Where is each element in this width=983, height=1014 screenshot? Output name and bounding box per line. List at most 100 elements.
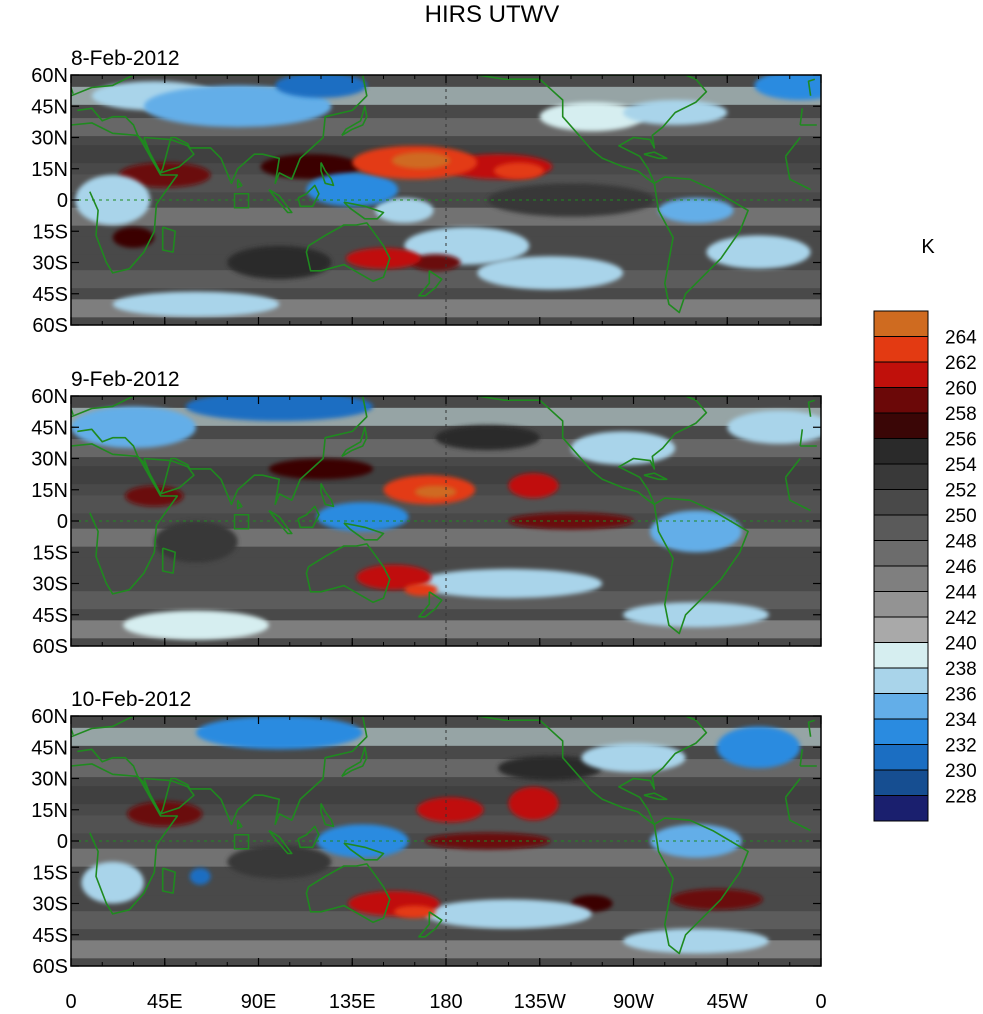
map-panel: 60N 45N 30N 15N 0 15S 30S 45S 60S 10-Feb-2012 [31, 688, 822, 978]
utwv-contour-blob [414, 568, 603, 599]
utwv-contour-blob [227, 845, 332, 879]
coastline-philippines [320, 483, 335, 508]
coastline-greenland [706, 396, 781, 397]
coastline-africa [784, 477, 811, 512]
utwv-contour-blob [477, 256, 624, 290]
coastline-sri-lanka [236, 819, 243, 830]
colorbar-tick-label: 254 [945, 455, 977, 476]
coastline-south-america [653, 497, 749, 635]
colorbar-tick-label: 236 [945, 685, 977, 706]
coastline-borneo [297, 825, 320, 849]
x-tick-label: 45E [147, 991, 183, 1013]
utwv-contour-blob [227, 245, 332, 280]
coastline-africa [784, 797, 811, 832]
coastline-eurasia [71, 396, 368, 506]
utwv-contour-blob [123, 610, 269, 640]
y-tick-label: 30S [32, 574, 68, 596]
panel-date-label: 10-Feb-2012 [71, 688, 191, 711]
y-tick-label: 0 [57, 511, 68, 533]
coastlines [71, 75, 817, 314]
utwv-contour-blob [571, 431, 676, 465]
coastline-japan [341, 746, 368, 778]
coastline-eurasia [799, 108, 804, 126]
colorbar-tick-label: 252 [945, 481, 977, 502]
field [71, 396, 821, 646]
colorbar-box [873, 616, 929, 643]
utwv-contour-blob [346, 247, 421, 269]
coastline-sumatra [268, 509, 293, 535]
coastline-north-america [477, 75, 708, 185]
y-tick-label: 45N [31, 96, 68, 118]
coastline-africa [71, 763, 179, 915]
utwv-contour-blob [623, 602, 769, 628]
utwv-contour-blob [425, 832, 551, 850]
x-tick-label: 90W [613, 991, 654, 1013]
colorbar-unit-label: K [921, 236, 935, 258]
colorbar-tick-label: 238 [945, 659, 977, 680]
colorbar-box [873, 336, 929, 363]
y-tick-label: 30N [31, 769, 68, 791]
map-panel: 60N 45N 30N 15N 0 15S 30S 45S 60S 9-Feb-2012 [31, 368, 822, 658]
x-tick-label: 180 [429, 991, 462, 1013]
marker-box [233, 193, 250, 209]
utwv-contour-blob [185, 396, 374, 421]
y-tick-label: 60N [31, 386, 68, 408]
colorbar-box [873, 387, 929, 414]
y-tick-label: 15N [31, 800, 68, 822]
colorbar-tick-label: 250 [945, 506, 977, 527]
coastline-new-zealand [418, 591, 443, 618]
coastline-philippines [320, 162, 335, 187]
colorbar-box [873, 361, 929, 388]
x-tick-label: 45W [707, 991, 748, 1013]
utwv-contour-blob [275, 75, 367, 98]
coastline-arabia [143, 777, 195, 815]
y-tick-label: 15S [32, 862, 68, 884]
colorbar-box [873, 667, 929, 694]
coastline-new-zealand [418, 911, 443, 938]
utwv-contour-blob [508, 786, 559, 821]
field [71, 75, 821, 325]
colorbar-tick-label: 264 [945, 328, 977, 349]
colorbar-box [873, 744, 929, 771]
y-tick-label: 60S [32, 315, 68, 337]
colorbar-tick-label: 234 [945, 710, 977, 731]
y-tick-label: 60S [32, 636, 68, 658]
y-tick-label: 45N [31, 417, 68, 439]
utwv-contour-blob [581, 743, 686, 773]
coastline-madagascar [161, 547, 176, 574]
coastlines [71, 396, 817, 635]
utwv-contour-blob [143, 85, 332, 128]
coastline-eurasia [799, 429, 804, 447]
y-tick-label: 0 [57, 831, 68, 853]
coastline-africa [784, 156, 811, 191]
y-tick-label: 30N [31, 128, 68, 150]
coastline-africa [784, 458, 801, 478]
utwv-contour-blob [127, 801, 203, 827]
colorbar: K 228 230 232 234 236 238 240 242 244 246 248 250 25… [873, 236, 977, 822]
chart-title: HIRS UTWV [425, 1, 560, 28]
coastline-madagascar [161, 867, 176, 894]
coastline-australia [305, 543, 391, 604]
coastline-sumatra [268, 188, 293, 214]
coastline-cuba [643, 151, 668, 160]
y-tick-label: 45N [31, 737, 68, 759]
y-tick-label: 15N [31, 480, 68, 502]
coastline-uk [807, 719, 816, 737]
coastline-new-zealand [418, 270, 443, 297]
x-tick-label: 135W [514, 991, 566, 1013]
utwv-contour-blob [316, 824, 409, 858]
coastline-greenland [706, 75, 781, 76]
background-band [71, 495, 821, 514]
colorbar-box [873, 795, 929, 822]
utwv-contour-blob [623, 928, 769, 954]
background-band [71, 815, 821, 834]
colorbar-box [873, 310, 929, 337]
marker-box [233, 834, 250, 850]
coastline-arabia [143, 457, 195, 495]
y-tick-label: 0 [57, 190, 68, 212]
background-band [71, 174, 821, 193]
y-tick-label: 60N [31, 706, 68, 728]
utwv-contour-blob [410, 254, 461, 271]
colorbar-tick-label: 248 [945, 532, 977, 553]
x-axis-labels: 0 45E 90E 135E 180 135W 90W 45W 0 [65, 991, 826, 1013]
